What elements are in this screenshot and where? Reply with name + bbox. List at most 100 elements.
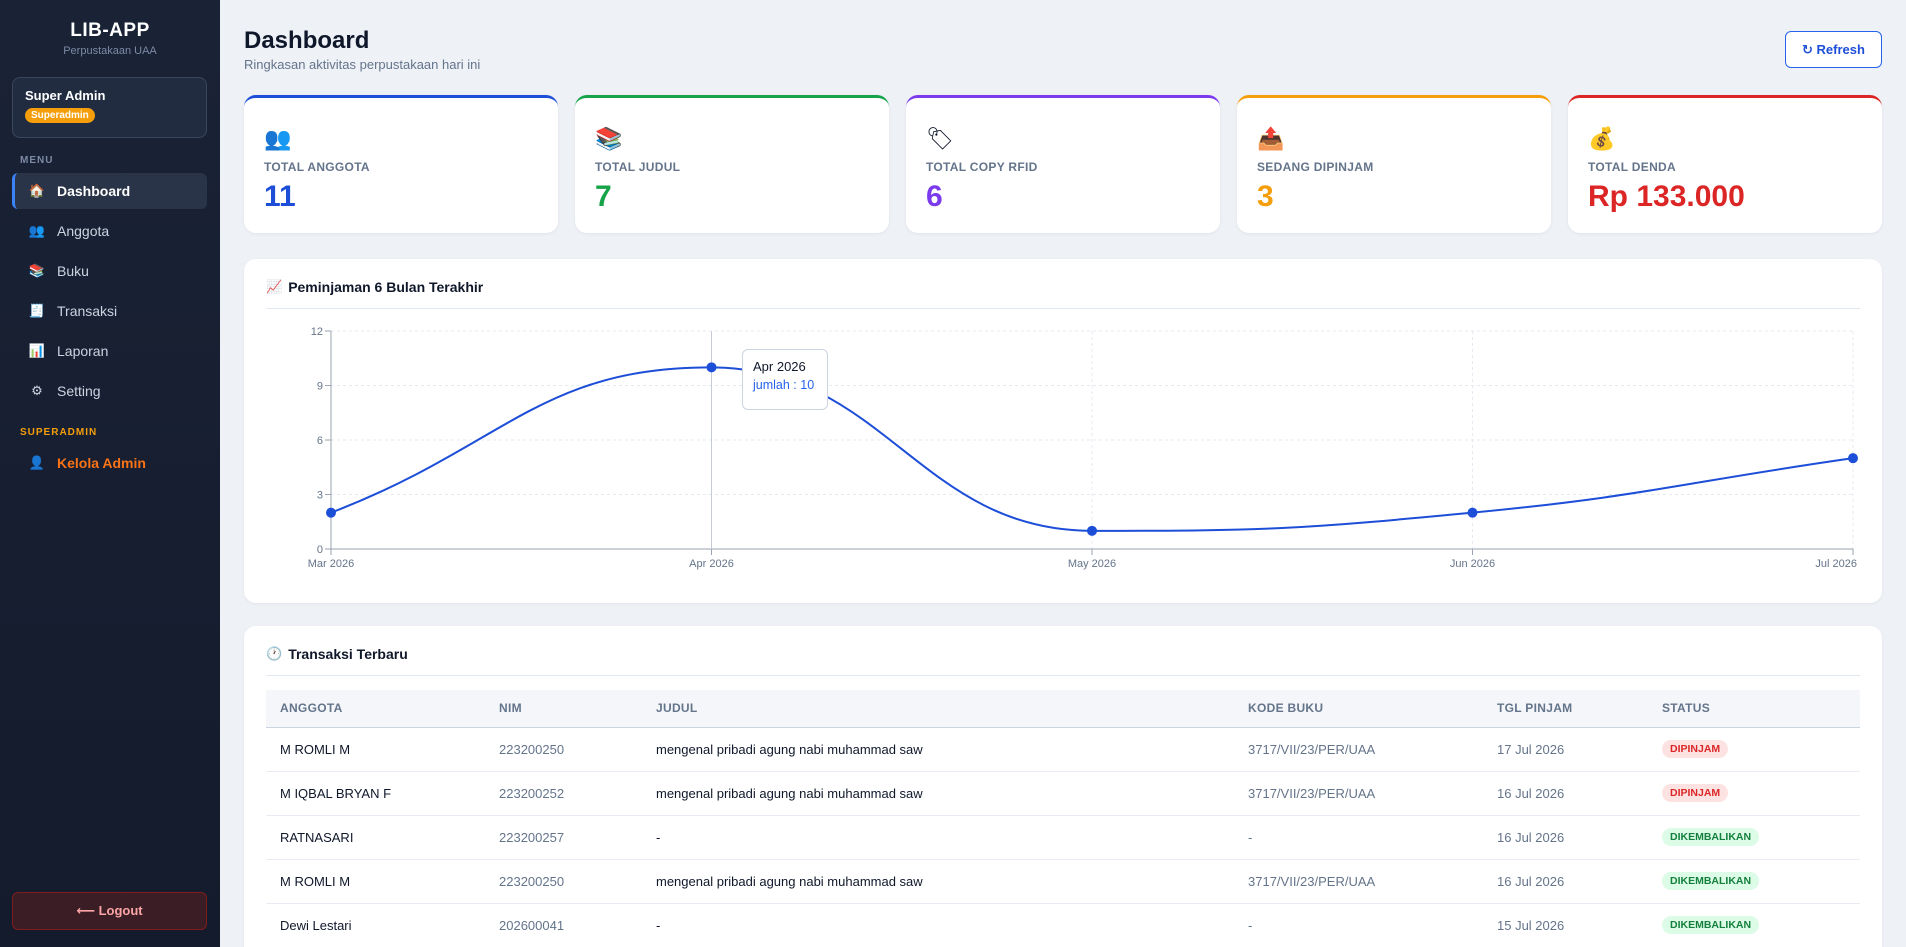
stat-card-total-copy-rfid: 🏷 TOTAL COPY RFID 6	[906, 95, 1220, 233]
user-name: Super Admin	[25, 88, 106, 103]
sidebar-item-buku[interactable]: 📚 Buku	[12, 253, 207, 289]
stat-value: Rp 133.000	[1588, 180, 1745, 213]
x-tick-label: Jun 2026	[1450, 558, 1495, 570]
cell-anggota: M ROMLI M	[266, 859, 485, 904]
stat-label: TOTAL COPY RFID	[926, 160, 1038, 174]
table-title: Transaksi Terbaru	[288, 646, 408, 662]
stat-value: 7	[595, 180, 612, 213]
cell-kode-buku: -	[1234, 815, 1483, 860]
line-chart[interactable]: 0 3 6 9 12 Mar 2026 Apr 2026 May 2026 Jun 2026 Ju…	[244, 259, 1882, 603]
sidebar-item-kelola-admin[interactable]: 👤 Kelola Admin	[12, 445, 207, 481]
books-icon: 📚	[28, 263, 46, 278]
line-chart-icon: 📈	[266, 279, 283, 294]
status-badge: DIKEMBALIKAN	[1662, 872, 1760, 890]
cell-judul: mengenal pribadi agung nabi muhammad saw	[642, 859, 1234, 904]
superadmin-section-label: SUPERADMIN	[20, 427, 98, 438]
cell-status: DIPINJAM	[1648, 771, 1860, 816]
transactions-table: ANGGOTA NIM JUDUL KODE BUKU TGL PINJAM S…	[266, 690, 1860, 947]
column-header-kode-buku[interactable]: KODE BUKU	[1234, 690, 1483, 728]
sidebar-item-laporan[interactable]: 📊 Laporan	[12, 333, 207, 369]
table-row[interactable]: Dewi Lestari 202600041 - - 15 Jul 2026 D…	[266, 903, 1860, 947]
stat-label: TOTAL ANGGOTA	[264, 160, 370, 174]
loan-chart-panel: 📈 Peminjaman 6 Bulan Terakhir 0 3 6 9 12 Mar …	[244, 259, 1882, 603]
sidebar-item-anggota[interactable]: 👥 Anggota	[12, 213, 207, 249]
cell-anggota: M IQBAL BRYAN F	[266, 771, 485, 816]
column-header-status[interactable]: STATUS	[1648, 690, 1860, 728]
status-badge: DIPINJAM	[1662, 740, 1729, 758]
cell-kode-buku: 3717/VII/23/PER/UAA	[1234, 727, 1483, 772]
cell-anggota: Dewi Lestari	[266, 903, 485, 947]
sidebar-item-label: Anggota	[57, 223, 110, 239]
column-header-judul[interactable]: JUDUL	[642, 690, 1234, 728]
stat-value: 3	[1257, 180, 1274, 213]
cell-judul: -	[642, 815, 1234, 860]
cell-nim: 223200252	[485, 771, 642, 816]
cell-tgl-pinjam: 16 Jul 2026	[1483, 815, 1648, 860]
x-tick-label: Jul 2026	[1815, 558, 1857, 570]
series-line-jumlah	[330, 366, 1854, 532]
column-header-tgl-pinjam[interactable]: TGL PINJAM	[1483, 690, 1648, 728]
brand: LIB-APP Perpustakaan UAA	[0, 0, 220, 57]
page-title: Dashboard	[244, 27, 370, 54]
cell-judul: -	[642, 903, 1234, 947]
cell-tgl-pinjam: 16 Jul 2026	[1483, 859, 1648, 904]
chart-panel-title: 📈 Peminjaman 6 Bulan Terakhir	[266, 279, 483, 295]
x-tick-label: Mar 2026	[308, 558, 354, 570]
clock-icon: 🕐	[266, 646, 283, 661]
sidebar-item-label: Transaksi	[57, 303, 118, 319]
brand-subtitle: Perpustakaan UAA	[63, 45, 157, 57]
stat-label: SEDANG DIPINJAM	[1257, 160, 1374, 174]
stat-card-total-anggota: 👥 TOTAL ANGGOTA 11	[244, 95, 558, 233]
tooltip-value: jumlah : 10	[753, 378, 815, 392]
status-badge: DIKEMBALIKAN	[1662, 916, 1760, 934]
divider	[266, 675, 1860, 676]
money-bag-icon: 💰	[1588, 126, 1616, 151]
sidebar-item-label: Buku	[57, 263, 89, 279]
members-icon: 👥	[28, 223, 46, 238]
sidebar: LIB-APP Perpustakaan UAA Super Admin Sup…	[0, 0, 220, 947]
y-tick-label: 9	[317, 381, 323, 393]
sidebar-item-dashboard[interactable]: 🏠 Dashboard	[12, 173, 207, 209]
table-row[interactable]: M IQBAL BRYAN F 223200252 mengenal priba…	[266, 771, 1860, 816]
cell-anggota: M ROMLI M	[266, 727, 485, 772]
status-badge: DIKEMBALIKAN	[1662, 828, 1760, 846]
sidebar-item-transaksi[interactable]: 🧾 Transaksi	[12, 293, 207, 329]
cell-judul: mengenal pribadi agung nabi muhammad saw	[642, 727, 1234, 772]
y-tick-label: 12	[311, 326, 323, 338]
main-content: Dashboard Ringkasan aktivitas perpustaka…	[220, 0, 1906, 947]
table-row[interactable]: M ROMLI M 223200250 mengenal pribadi agu…	[266, 727, 1860, 772]
books-icon: 📚	[595, 126, 623, 151]
data-point	[1848, 453, 1858, 464]
cell-judul: mengenal pribadi agung nabi muhammad saw	[642, 771, 1234, 816]
outbox-icon: 📤	[1257, 126, 1285, 151]
cell-kode-buku: 3717/VII/23/PER/UAA	[1234, 771, 1483, 816]
cell-tgl-pinjam: 15 Jul 2026	[1483, 903, 1648, 947]
cell-tgl-pinjam: 16 Jul 2026	[1483, 771, 1648, 816]
cell-tgl-pinjam: 17 Jul 2026	[1483, 727, 1648, 772]
table-row[interactable]: RATNASARI 223200257 - - 16 Jul 2026 DIKE…	[266, 815, 1860, 860]
column-header-anggota[interactable]: ANGGOTA	[266, 690, 485, 728]
cell-nim: 223200250	[485, 727, 642, 772]
sidebar-item-label: Laporan	[57, 343, 109, 359]
y-tick-label: 6	[317, 435, 323, 447]
data-point	[326, 507, 336, 518]
cell-status: DIKEMBALIKAN	[1648, 815, 1860, 860]
cell-anggota: RATNASARI	[266, 815, 485, 860]
column-header-nim[interactable]: NIM	[485, 690, 642, 728]
cell-status: DIKEMBALIKAN	[1648, 903, 1860, 947]
refresh-button[interactable]: ↻ Refresh	[1785, 31, 1882, 68]
logout-button[interactable]: ⟵ Logout	[12, 892, 207, 930]
recent-transactions-panel: 🕐 Transaksi Terbaru ANGGOTA NIM JUDUL KO…	[244, 626, 1882, 947]
role-badge: Superadmin	[25, 108, 95, 123]
cell-status: DIPINJAM	[1648, 727, 1860, 772]
stat-card-total-judul: 📚 TOTAL JUDUL 7	[575, 95, 889, 233]
sidebar-item-setting[interactable]: ⚙ Setting	[12, 373, 207, 409]
sidebar-item-label: Kelola Admin	[57, 455, 146, 471]
table-row[interactable]: M ROMLI M 223200250 mengenal pribadi agu…	[266, 859, 1860, 904]
receipt-icon: 🧾	[28, 303, 46, 318]
cell-nim: 202600041	[485, 903, 642, 947]
members-icon: 👥	[264, 126, 292, 151]
tag-icon: 🏷	[926, 126, 954, 151]
divider	[266, 308, 1860, 309]
data-point	[1087, 525, 1097, 536]
